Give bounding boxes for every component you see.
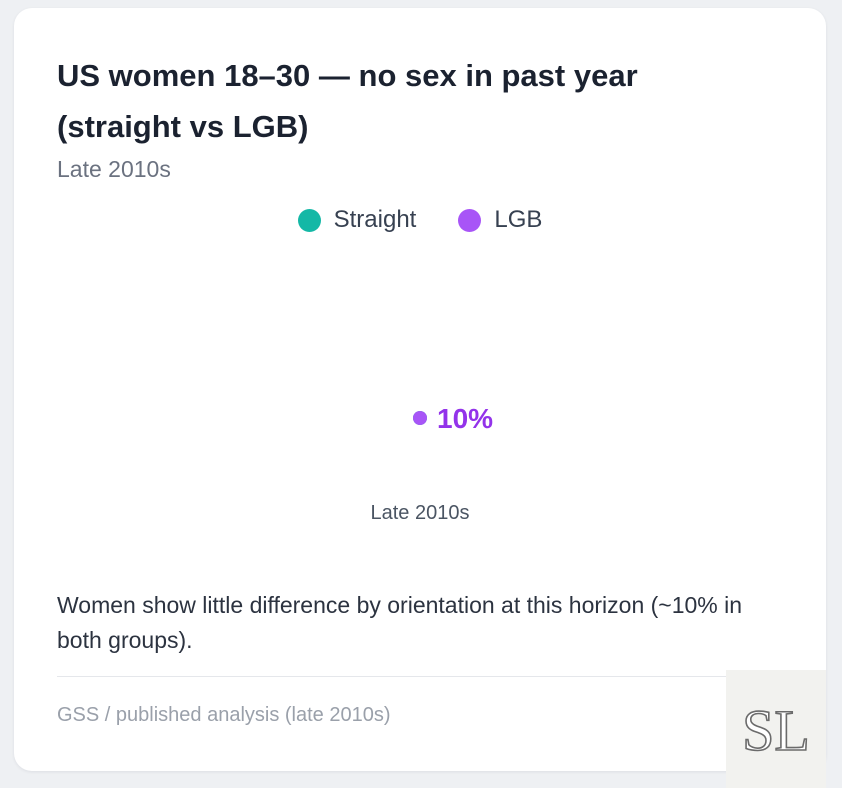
data-point-lgb — [413, 411, 427, 425]
chart-legend: Straight LGB — [14, 204, 826, 236]
chart-card: US women 18–30 — no sex in past year (st… — [14, 8, 826, 771]
legend-swatch-straight — [297, 208, 321, 232]
logo-text: SL — [742, 698, 810, 763]
x-tick-label: Late 2010s — [371, 502, 470, 524]
logo: SL — [726, 670, 826, 788]
legend-item-lgb: LGB — [458, 206, 542, 234]
chart-source: GSS / published analysis (late 2010s) — [57, 704, 391, 726]
legend-label-lgb: LGB — [494, 206, 543, 233]
chart-marks: 10% — [413, 403, 493, 434]
chart-plot-area: 10% Late 2010s — [371, 403, 494, 524]
chart-title: US women 18–30 — no sex in past year (st… — [57, 58, 638, 144]
legend-label-straight: Straight — [333, 206, 417, 233]
logo-mark: SL — [741, 697, 810, 764]
legend-item-straight: Straight — [297, 206, 417, 234]
legend-swatch-lgb — [458, 208, 482, 232]
chart-note: Women show little difference by orientat… — [57, 592, 743, 653]
divider — [57, 676, 783, 677]
chart-subtitle: Late 2010s — [57, 156, 171, 182]
data-label-lgb: 10% — [437, 403, 493, 434]
